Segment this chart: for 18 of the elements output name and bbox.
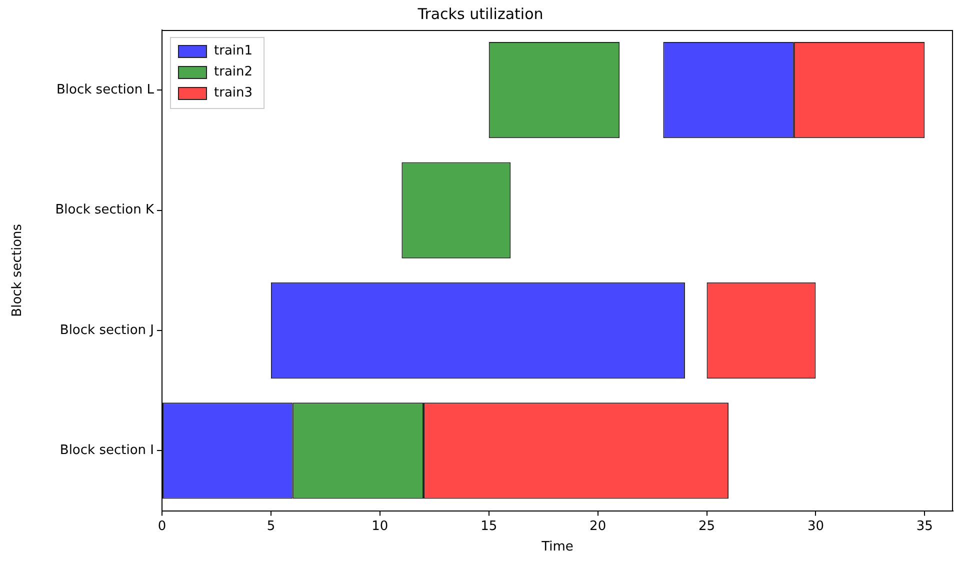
x-tick-label: 25 bbox=[698, 518, 716, 534]
y-tick-label: Block section I bbox=[60, 443, 154, 458]
x-tick-label: 5 bbox=[266, 518, 276, 534]
x-tick-label: 0 bbox=[158, 518, 166, 534]
x-tick-label: 20 bbox=[590, 518, 606, 534]
y-tick-label: Block section K bbox=[55, 202, 154, 218]
legend-label: train1 bbox=[214, 43, 253, 58]
x-tick-label: 10 bbox=[372, 518, 388, 534]
legend-label: train2 bbox=[214, 64, 253, 80]
y-axis-title: Block sections bbox=[10, 224, 26, 317]
y-tick-label: Block section J bbox=[60, 322, 154, 338]
legend-label: train3 bbox=[214, 85, 253, 100]
chart-title: Tracks utilization bbox=[416, 4, 544, 23]
x-tick-label: 15 bbox=[480, 518, 498, 534]
x-tick-label: 35 bbox=[916, 518, 933, 534]
x-axis-title: Time bbox=[540, 540, 574, 555]
x-tick-label: 30 bbox=[807, 518, 824, 534]
y-tick-label: Block section L bbox=[56, 82, 155, 98]
